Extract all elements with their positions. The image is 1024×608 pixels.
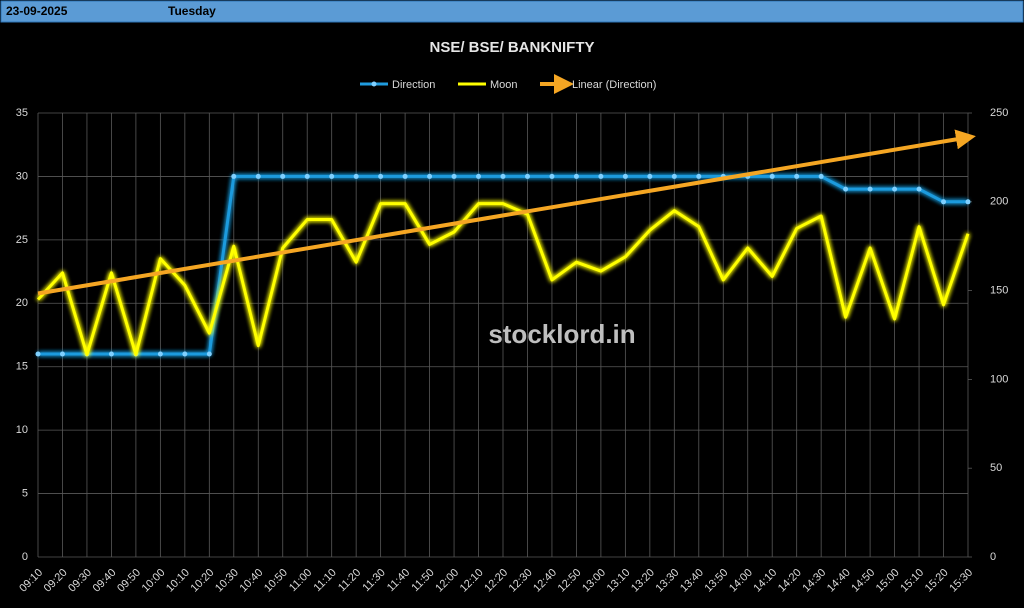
point — [598, 173, 604, 179]
y2-tick-label: 200 — [990, 196, 1008, 208]
date: 23-09-2025 — [6, 4, 68, 18]
point — [329, 173, 335, 179]
point — [622, 173, 628, 179]
point — [941, 199, 947, 205]
y-tick-label: 10 — [16, 424, 28, 436]
legend-label: Moon — [490, 79, 518, 91]
y-tick-label: 25 — [16, 234, 28, 246]
point — [769, 173, 775, 179]
day: Tuesday — [168, 4, 216, 18]
point — [549, 173, 555, 179]
watermark: stocklord.in — [488, 319, 635, 349]
point — [378, 173, 384, 179]
series-line — [36, 202, 970, 357]
point — [231, 173, 237, 179]
point — [206, 351, 212, 357]
point — [402, 173, 408, 179]
y-tick-label: 30 — [16, 170, 28, 182]
point — [843, 186, 849, 192]
point — [794, 173, 800, 179]
y2-tick-label: 100 — [990, 373, 1008, 385]
point — [304, 173, 310, 179]
point — [182, 351, 188, 357]
point — [916, 186, 922, 192]
point — [108, 351, 114, 357]
point — [696, 173, 702, 179]
point — [671, 173, 677, 179]
trendline — [37, 129, 976, 296]
point — [157, 351, 163, 357]
y2-tick-label: 250 — [990, 107, 1008, 119]
chart-title: NSE/ BSE/ BANKNIFTY — [429, 39, 594, 56]
point — [427, 173, 433, 179]
point — [35, 351, 41, 357]
y2-tick-label: 50 — [990, 462, 1002, 474]
legend-label: Direction — [392, 79, 435, 91]
y-tick-label: 5 — [22, 487, 28, 499]
y-tick-label: 15 — [16, 361, 28, 373]
point — [353, 173, 359, 179]
header-bar — [0, 0, 1024, 23]
point — [500, 173, 506, 179]
point — [255, 173, 261, 179]
point — [892, 186, 898, 192]
y-tick-label: 0 — [22, 551, 28, 563]
y-tick-label: 35 — [16, 107, 28, 119]
point — [573, 173, 579, 179]
point — [451, 173, 457, 179]
point — [59, 351, 65, 357]
point — [524, 173, 530, 179]
point — [965, 199, 971, 205]
point — [280, 173, 286, 179]
y2-tick-label: 150 — [990, 285, 1008, 297]
point — [818, 173, 824, 179]
legend-label: Linear (Direction) — [572, 79, 656, 91]
y-tick-label: 20 — [16, 297, 28, 309]
legend-point — [371, 81, 377, 87]
point — [647, 173, 653, 179]
point — [476, 173, 482, 179]
point — [867, 186, 873, 192]
y2-tick-label: 0 — [990, 551, 996, 563]
